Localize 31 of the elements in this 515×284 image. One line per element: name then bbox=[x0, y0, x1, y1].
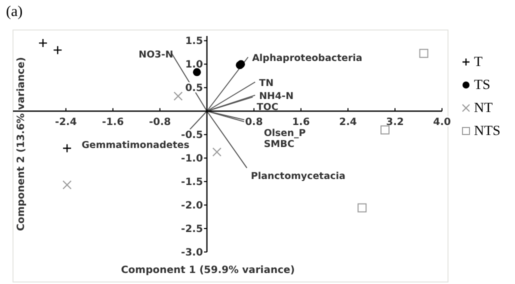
annotation: Gemmatimonadetes bbox=[82, 140, 190, 151]
annotation: NH4-N bbox=[259, 91, 294, 102]
y-tick-label: -2.5 bbox=[181, 224, 203, 236]
y-tick-label: -1.0 bbox=[181, 154, 203, 165]
y-axis-title: Component 2 (13.6% variance) bbox=[16, 57, 27, 231]
y-tick-label: -0.5 bbox=[181, 130, 203, 142]
x-tick-label: -2.4 bbox=[54, 117, 77, 128]
chart-title: (a) bbox=[6, 4, 23, 20]
annotation: Olsen_P bbox=[264, 128, 306, 140]
annotation: NO3-N bbox=[138, 49, 174, 60]
legend-label: NT bbox=[474, 101, 494, 116]
y-tick-label: 1.5 bbox=[185, 36, 203, 48]
y-tick-label: 1.0 bbox=[185, 60, 203, 71]
y-tick-label: -3.0 bbox=[181, 248, 203, 258]
x-tick-label: 3.2 bbox=[386, 117, 404, 128]
x-tick-label: -1.6 bbox=[102, 117, 124, 128]
y-tick-label: -1.5 bbox=[181, 177, 203, 188]
annotation: TOC bbox=[256, 102, 278, 114]
annotation: SMBC bbox=[264, 139, 294, 150]
legend-label: NTS bbox=[474, 124, 500, 139]
y-tick-label: -2.0 bbox=[181, 200, 203, 212]
x-tick-label: -0.8 bbox=[148, 117, 171, 128]
annotation: TN bbox=[259, 78, 274, 90]
legend-label: TS bbox=[474, 78, 490, 93]
x-tick-label: 1.6 bbox=[292, 117, 310, 128]
annotation: Planctomycetacia bbox=[250, 170, 346, 182]
legend-label: T bbox=[474, 55, 483, 70]
x-axis-title: Component 1 (59.9% variance) bbox=[120, 265, 295, 276]
x-tick-label: 2.4 bbox=[339, 117, 357, 128]
annotation: Alphaproteobacteria bbox=[252, 53, 362, 64]
x-tick-label: 4.0 bbox=[433, 117, 451, 128]
